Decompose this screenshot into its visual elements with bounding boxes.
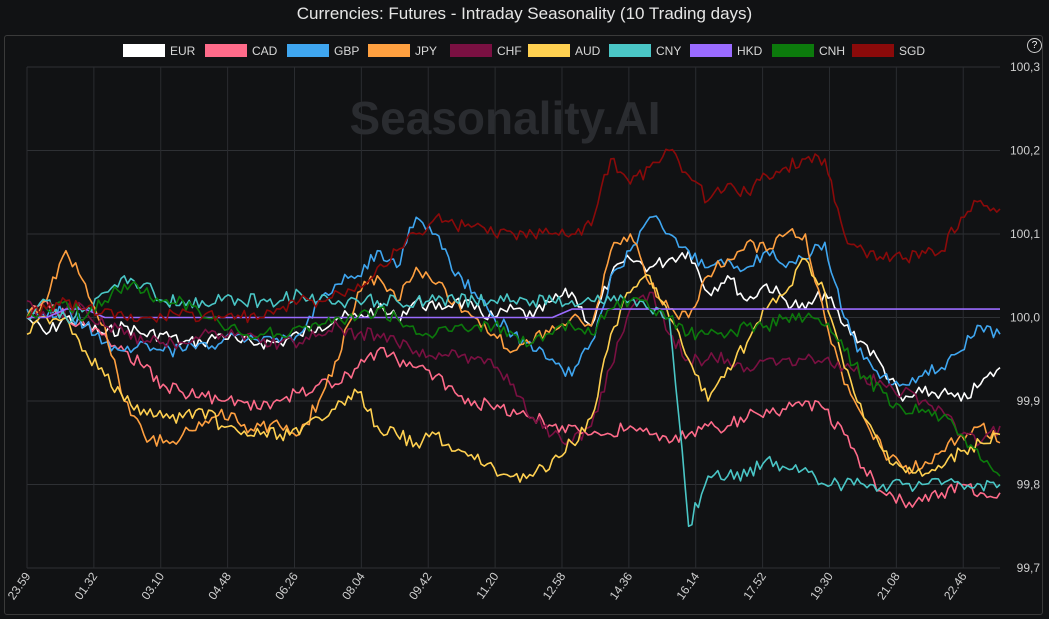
y-tick-label: 99,9	[1017, 394, 1041, 408]
x-tick-label: 21.08	[874, 569, 903, 602]
legend-label-cny[interactable]: CNY	[656, 44, 681, 58]
legend-swatch-cad[interactable]	[205, 44, 247, 57]
legend-label-hkd[interactable]: HKD	[737, 44, 763, 58]
legend-label-jpy[interactable]: JPY	[415, 44, 437, 58]
legend-swatch-eur[interactable]	[123, 44, 165, 57]
chart-title: Currencies: Futures - Intraday Seasonali…	[296, 4, 753, 23]
series-line-chf	[26, 291, 1001, 447]
x-tick-label: 01.32	[72, 569, 101, 602]
y-tick-label: 100,1	[1010, 227, 1040, 241]
legend-label-chf[interactable]: CHF	[497, 44, 522, 58]
legend-swatch-cnh[interactable]	[772, 44, 814, 57]
x-tick-label: 06.26	[272, 569, 301, 602]
help-icon[interactable]: ?	[1027, 38, 1042, 53]
legend-swatch-cny[interactable]	[609, 44, 651, 57]
legend-swatch-aud[interactable]	[528, 44, 570, 57]
x-tick-label: 09.42	[406, 569, 435, 602]
legend-label-aud[interactable]: AUD	[575, 44, 601, 58]
y-tick-label: 99,7	[1017, 561, 1041, 575]
legend-swatch-gbp[interactable]	[287, 44, 329, 57]
series-line-eur	[26, 249, 1001, 402]
watermark: Seasonality.AI	[349, 92, 660, 144]
chart-frame	[4, 35, 1043, 615]
x-axis: 23.59 01.32 03.10 04.48 06.26 08.04 09.42 11.20…	[5, 569, 970, 602]
legend-label-gbp[interactable]: GBP	[334, 44, 359, 58]
x-tick-label: 16.14	[673, 569, 702, 602]
y-tick-label: 99,8	[1017, 478, 1041, 492]
y-tick-label: 100,0	[1010, 311, 1040, 325]
x-tick-label: 12.58	[540, 569, 569, 602]
x-tick-label: 17.52	[740, 569, 769, 602]
y-axis: 99,7 99,8 99,9 100,0 100,1 100,2 100,3	[1010, 60, 1040, 575]
x-tick-label: 23.59	[5, 569, 34, 602]
series-line-cad	[26, 300, 1001, 509]
series-line-sgd	[26, 148, 1001, 324]
series-lines	[26, 148, 1001, 528]
legend[interactable]: EUR CAD GBP JPY CHF AUD CNY HKD CNH SGD	[123, 44, 925, 58]
legend-label-cnh[interactable]: CNH	[819, 44, 845, 58]
legend-swatch-jpy[interactable]	[368, 44, 410, 57]
grid	[26, 66, 1000, 569]
y-tick-label: 100,3	[1010, 60, 1040, 74]
x-tick-label: 03.10	[139, 569, 168, 602]
legend-label-sgd[interactable]: SGD	[899, 44, 925, 58]
x-tick-label: 19.30	[807, 569, 836, 602]
legend-swatch-chf[interactable]	[450, 44, 492, 57]
legend-swatch-sgd[interactable]	[852, 44, 894, 57]
x-tick-label: 04.48	[205, 569, 234, 602]
y-tick-label: 100,2	[1010, 144, 1040, 158]
x-tick-label: 22.46	[941, 569, 970, 602]
x-tick-label: 08.04	[339, 569, 368, 602]
series-line-jpy	[26, 228, 1001, 475]
series-line-cny	[26, 275, 1001, 528]
legend-label-eur[interactable]: EUR	[170, 44, 196, 58]
legend-label-cad[interactable]: CAD	[252, 44, 278, 58]
series-line-hkd	[27, 308, 1000, 319]
x-tick-label: 11.20	[473, 569, 501, 601]
x-tick-label: 14.36	[607, 569, 636, 602]
series-line-cnh	[26, 280, 1001, 477]
legend-swatch-hkd[interactable]	[690, 44, 732, 57]
